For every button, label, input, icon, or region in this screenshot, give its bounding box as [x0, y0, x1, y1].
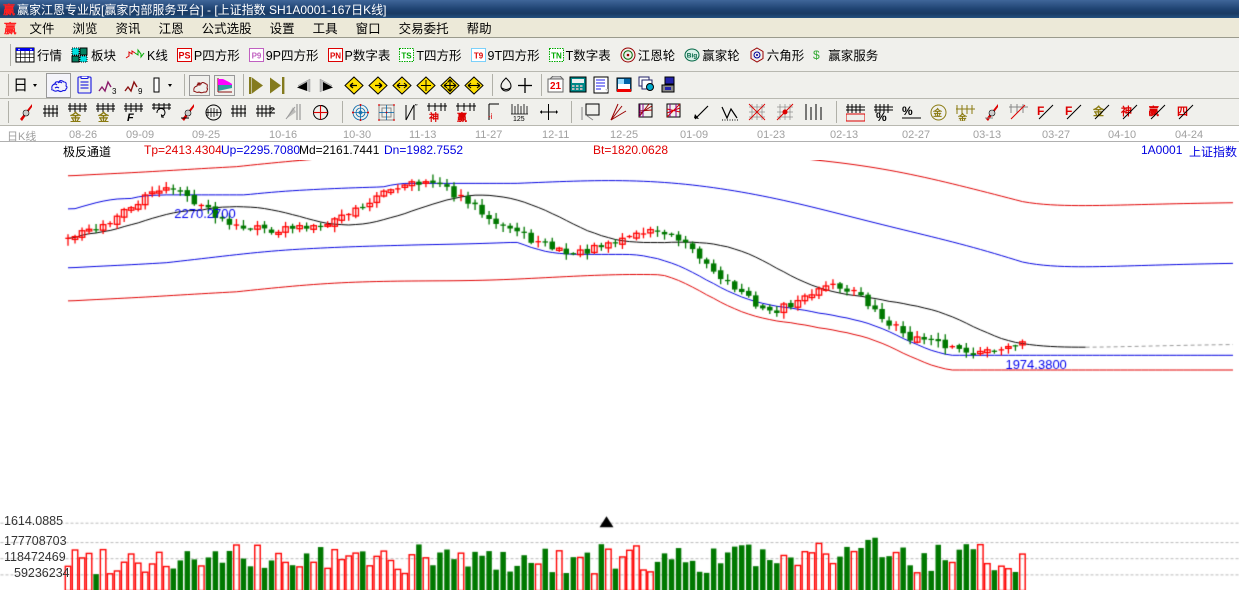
svg-text:%: % — [876, 110, 887, 122]
svg-text:%: % — [902, 104, 913, 118]
svg-text:F: F — [1065, 104, 1072, 118]
svg-text:2: 2 — [270, 106, 275, 115]
svg-text:神: 神 — [429, 111, 439, 122]
svg-text:TS: TS — [402, 51, 413, 60]
svg-text:金: 金 — [957, 112, 968, 121]
svg-text:PS: PS — [178, 50, 190, 60]
svg-text:": " — [414, 104, 418, 112]
svg-text:赢: 赢 — [457, 111, 467, 122]
svg-text:$: $ — [813, 48, 820, 62]
svg-text:21: 21 — [550, 81, 562, 92]
svg-text:T9: T9 — [473, 51, 483, 60]
svg-text:P9: P9 — [251, 51, 261, 60]
svg-text:金: 金 — [932, 107, 943, 118]
svg-text:F: F — [1037, 104, 1044, 118]
svg-text:Big: Big — [687, 52, 698, 59]
svg-text:3: 3 — [112, 87, 117, 95]
svg-text:125: 125 — [513, 116, 525, 121]
svg-text:PN: PN — [329, 51, 340, 60]
svg-text:金: 金 — [69, 110, 82, 122]
svg-text:9: 9 — [138, 87, 143, 95]
svg-text:F: F — [127, 112, 134, 122]
svg-text:金: 金 — [97, 110, 110, 122]
svg-text:日: 日 — [13, 77, 28, 94]
svg-text:TN: TN — [551, 51, 562, 60]
svg-text:-i: -i — [488, 112, 493, 121]
